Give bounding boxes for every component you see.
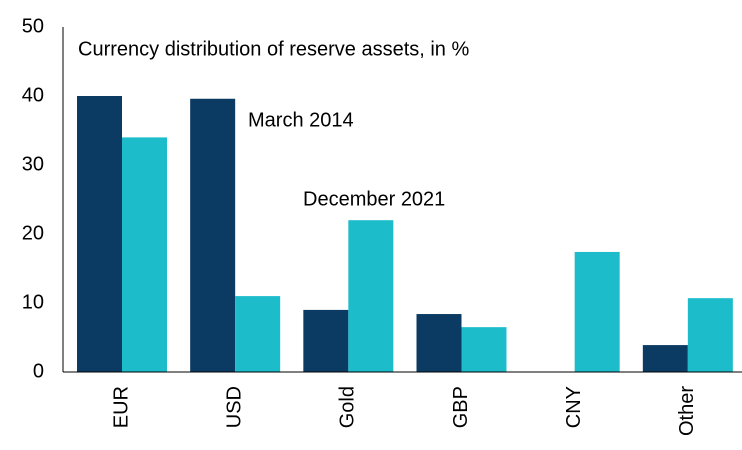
y-tick-label: 30 [22, 153, 44, 175]
bar [235, 296, 281, 372]
bar [461, 327, 507, 372]
bar [348, 220, 394, 372]
y-tick-label: 10 [22, 291, 44, 313]
bar [303, 309, 349, 372]
bar [687, 298, 733, 372]
x-tick-label: Gold [337, 386, 359, 428]
y-tick-label: 0 [33, 360, 44, 382]
y-tick-label: 50 [22, 15, 44, 37]
chart-title: Currency distribution of reserve assets,… [78, 38, 469, 60]
bar [77, 96, 122, 372]
y-tick-label: 20 [22, 222, 44, 244]
y-tick-label: 40 [22, 84, 44, 106]
x-tick-label: GBP [450, 386, 472, 428]
legend-label: December 2021 [303, 188, 445, 210]
bar [574, 251, 620, 372]
x-tick-label: CNY [563, 386, 585, 428]
bar [122, 137, 167, 372]
bar [190, 98, 236, 372]
x-tick-label: USD [223, 386, 245, 428]
bar [642, 345, 688, 372]
legend-label: March 2014 [248, 109, 354, 131]
x-tick-label: Other [676, 386, 698, 436]
bar [416, 314, 462, 372]
x-tick-label: EUR [110, 386, 132, 428]
